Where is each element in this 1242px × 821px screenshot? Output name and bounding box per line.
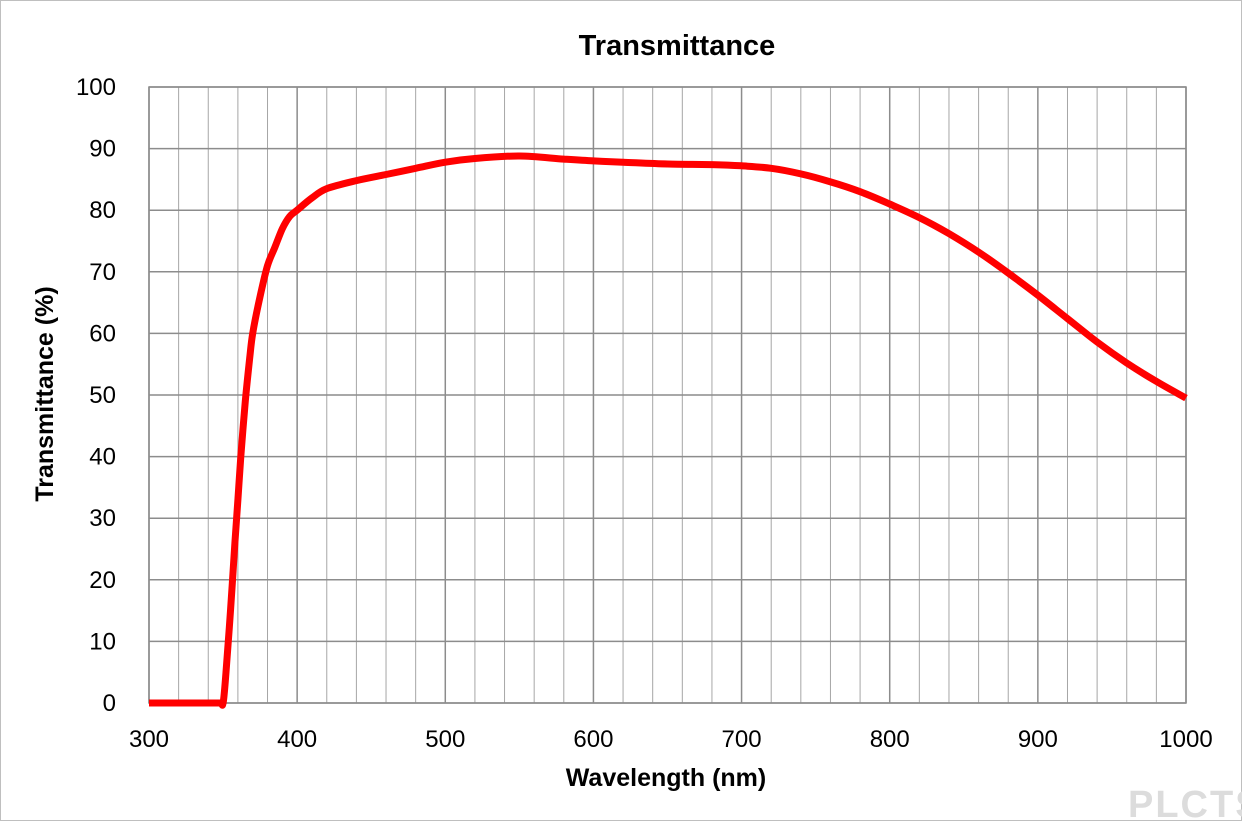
y-tick-label: 90	[89, 136, 116, 163]
y-tick-label: 10	[89, 628, 116, 655]
y-tick-label: 70	[89, 259, 116, 286]
y-tick-label: 80	[89, 197, 116, 224]
x-tick-label: 500	[425, 726, 465, 753]
y-tick-label: 60	[89, 320, 116, 347]
x-tick-label: 900	[1018, 726, 1058, 753]
tick-labels: 300 400 500 600 700 800 900 1000 0 10 20 30 40 50 60 70…	[76, 74, 1213, 753]
y-tick-label: 50	[89, 382, 116, 409]
chart-title: Transmittance	[579, 30, 776, 62]
grid	[148, 86, 1187, 704]
series-layer	[149, 152, 1188, 709]
y-tick-label: 100	[76, 74, 116, 101]
x-tick-label: 300	[129, 726, 169, 753]
x-tick-label: 1000	[1159, 726, 1212, 753]
x-tick-label: 800	[870, 726, 910, 753]
x-axis-label: Wavelength (nm)	[566, 764, 766, 792]
y-axis-label: Transmittance (%)	[31, 286, 59, 501]
y-tick-label: 20	[89, 567, 116, 594]
y-tick-label: 0	[103, 690, 116, 717]
x-tick-label: 400	[277, 726, 317, 753]
y-tick-label: 40	[89, 444, 116, 471]
transmittance-series-line	[149, 152, 1188, 709]
y-tick-label: 30	[89, 505, 116, 532]
watermark-text: PLCTS	[1128, 784, 1242, 821]
x-tick-label: 700	[722, 726, 762, 753]
x-tick-label: 600	[573, 726, 613, 753]
